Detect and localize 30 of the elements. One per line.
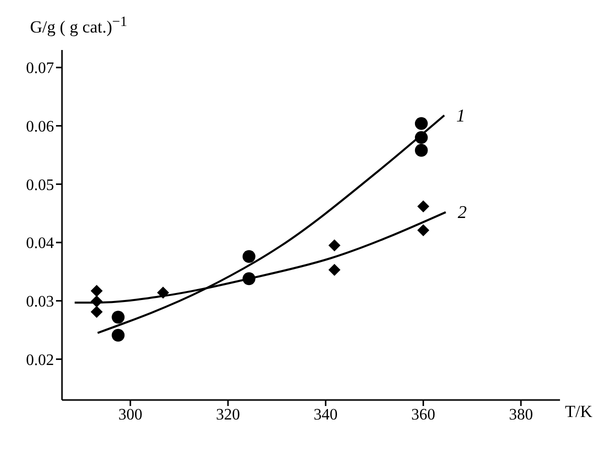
point (90, 295, 103, 308)
point (417, 224, 430, 236)
y-tick-label: 0.06 (26, 118, 54, 136)
point (414, 131, 428, 144)
y-tick-label: 0.07 (26, 60, 54, 78)
x-tick-label: 360 (411, 406, 436, 424)
series-label: 2 (458, 202, 467, 222)
y-axis-title: G/g ( g cat.)$^{−1}$ (30, 14, 128, 38)
x-tick-label: 380 (508, 406, 533, 424)
point (328, 264, 340, 276)
point (112, 328, 125, 342)
x-tick-label: 320 (216, 406, 240, 424)
series-label: 1 (456, 105, 466, 126)
point (414, 117, 428, 130)
y-tick-label: 0.05 (26, 176, 54, 194)
y-tick-label: 0.03 (26, 294, 54, 311)
y-tick-label: 0.02 (26, 352, 54, 369)
point (242, 272, 256, 286)
point (417, 200, 430, 212)
x-tick-label: 340 (314, 406, 338, 424)
y-tick-label: 0.04 (26, 235, 54, 252)
point (157, 286, 170, 299)
point (328, 239, 340, 252)
point (90, 284, 103, 297)
point (90, 306, 103, 318)
x-tick-label: 300 (118, 406, 142, 424)
x-axis-title: T/K (565, 402, 592, 422)
point (242, 250, 256, 263)
point (112, 310, 125, 324)
point (414, 144, 428, 157)
